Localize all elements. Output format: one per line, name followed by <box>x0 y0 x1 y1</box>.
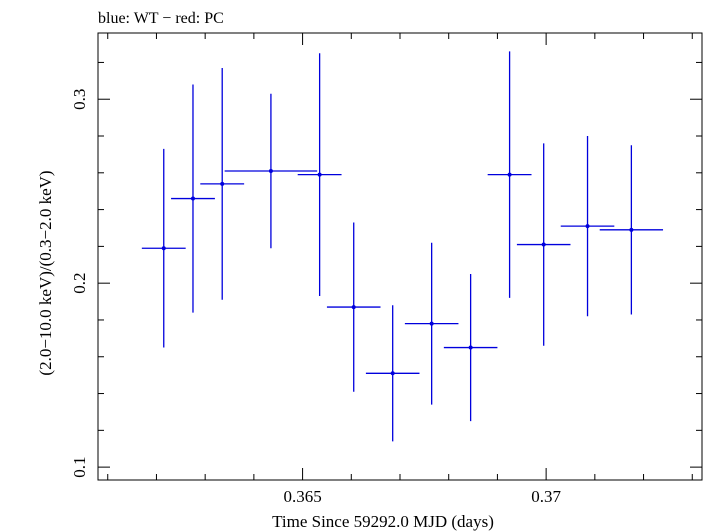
data-marker <box>220 181 225 186</box>
y-tick-label: 0.1 <box>70 456 89 477</box>
data-marker <box>468 345 473 350</box>
y-tick-label: 0.3 <box>70 89 89 110</box>
data-marker <box>317 172 322 177</box>
chart-title: blue: WT − red: PC <box>98 10 224 27</box>
data-marker <box>190 196 195 201</box>
data-marker <box>161 246 166 251</box>
x-tick-label: 0.37 <box>531 487 561 506</box>
data-point <box>200 67 245 300</box>
data-point <box>560 136 615 317</box>
data-marker <box>541 242 546 247</box>
data-point <box>487 51 532 298</box>
data-point <box>224 93 318 249</box>
data-point <box>516 143 571 346</box>
y-tick-label: 0.2 <box>70 273 89 294</box>
data-point <box>599 145 664 315</box>
plot-frame <box>97 32 703 481</box>
data-point <box>326 222 381 392</box>
data-marker <box>429 321 434 326</box>
data-marker <box>268 168 273 173</box>
axis-ticks: 0.365 0.37 0.1 0.2 0.3 <box>70 33 702 506</box>
data-series <box>141 51 664 442</box>
x-axis-label: Time Since 59292.0 MJD (days) <box>272 512 494 531</box>
data-point <box>404 242 459 405</box>
data-marker <box>585 224 590 229</box>
data-point <box>297 53 342 297</box>
data-point <box>443 273 498 422</box>
data-marker <box>507 172 512 177</box>
data-point <box>365 305 420 442</box>
x-tick-label: 0.365 <box>283 487 321 506</box>
data-marker <box>390 371 395 376</box>
data-point <box>171 84 215 313</box>
y-axis-label: (2.0−10.0 keV)/(0.3−2.0 keV) <box>36 170 55 375</box>
data-point <box>141 148 186 348</box>
data-marker <box>629 227 634 232</box>
data-marker <box>351 305 356 310</box>
